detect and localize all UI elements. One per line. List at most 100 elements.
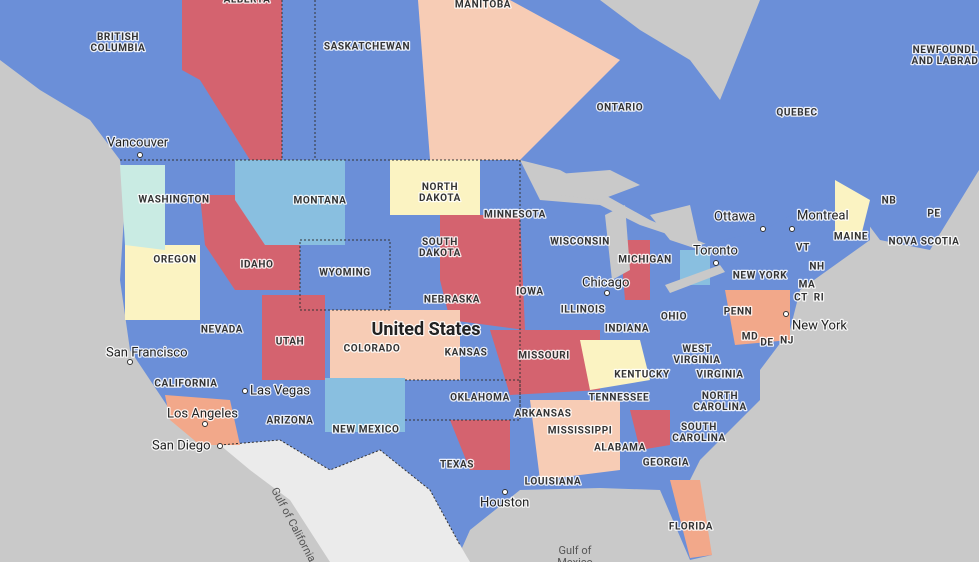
region-label: SOUTH CAROLINA: [672, 422, 726, 444]
region-label-line: SOUTH: [681, 422, 717, 433]
region-label-line: NORTH: [422, 182, 458, 193]
mexico: [220, 440, 470, 562]
city-label: San Diego: [152, 438, 211, 453]
region-label: MINNESOTA: [484, 210, 546, 221]
patch: [235, 160, 345, 245]
patch: [330, 310, 460, 380]
region-label: OHIO: [661, 312, 687, 323]
region-label-line: NORTH: [702, 391, 738, 402]
city-dot: [783, 311, 789, 317]
region-label: MICHIGAN: [618, 255, 672, 266]
region-patches: [120, 160, 870, 558]
city-label: Los Angeles: [167, 406, 238, 421]
city-label: Ottawa: [714, 209, 755, 224]
patch: [725, 290, 790, 345]
region-label: WYOMING: [319, 268, 370, 279]
city-label: New York: [792, 318, 847, 333]
region-label: DE: [760, 338, 773, 349]
patch: [165, 395, 240, 445]
water-label: Gulf ofMexico: [557, 544, 593, 562]
city-label: San Francisco: [106, 345, 188, 360]
patch: [390, 160, 480, 215]
region-label: VIRGINIA: [696, 370, 743, 381]
patch: [125, 245, 200, 320]
region-label: IOWA: [516, 287, 543, 298]
city-dot: [502, 489, 508, 495]
hudson-bay: [600, 0, 760, 100]
region-label: MONTANA: [293, 196, 346, 207]
region-label: NOVA SCOTIA: [888, 237, 959, 248]
region-label: COLORADO: [344, 344, 401, 355]
region-label: FLORIDA: [669, 522, 713, 533]
city-label: Montreal: [797, 208, 849, 223]
region-label: OKLAHOMA: [450, 393, 510, 404]
city-dot: [137, 152, 143, 158]
patch: [580, 340, 650, 390]
region-label: RI: [814, 293, 825, 304]
region-label: NEW YORK: [733, 271, 787, 282]
region-label: ARKANSAS: [514, 409, 571, 420]
region-label: ILLINOIS: [561, 305, 606, 316]
country-label: United States: [371, 319, 480, 340]
region-label: SOUTH DAKOTA: [419, 237, 461, 259]
region-label-line: NEWFOUNDL: [913, 45, 978, 56]
patch: [630, 410, 670, 450]
patch: [120, 165, 165, 250]
region-label: ALBERTA: [224, 0, 271, 6]
city-dot: [713, 260, 719, 266]
region-label: SASKATCHEWAN: [324, 42, 410, 53]
patch: [450, 420, 510, 470]
region-label: TEXAS: [440, 460, 474, 471]
region-label: CALIFORNIA: [154, 379, 217, 390]
city-label: Chicago: [582, 275, 629, 290]
region-label: NEW MEXICO: [332, 425, 399, 436]
region-label: WEST VIRGINIA: [673, 344, 720, 366]
region-label: IDAHO: [241, 260, 274, 271]
water-label-line: Gulf of: [559, 544, 592, 557]
region-label: UTAH: [276, 337, 304, 348]
region-label: MA: [799, 280, 816, 291]
labels: ALBERTA MANITOBA BRITISH COLUMBIA SASKATCHEW…: [89, 0, 979, 562]
region-label: NORTH CAROLINA: [693, 391, 747, 413]
city-dot: [760, 226, 766, 232]
region-label: ALABAMA: [594, 443, 646, 454]
region-label: KENTUCKY: [614, 370, 670, 381]
region-label: NEVADA: [201, 325, 243, 336]
region-label: WASHINGTON: [138, 195, 209, 206]
region-label: ARIZONA: [267, 416, 314, 427]
region-label-line: SOUTH: [422, 237, 458, 248]
region-label: MISSISSIPPI: [548, 426, 613, 437]
region-label: NH: [809, 262, 824, 273]
patch: [325, 378, 405, 432]
region-label: MD: [742, 332, 758, 343]
region-label: ONTARIO: [597, 103, 644, 114]
city-dot: [789, 226, 795, 232]
lake: [605, 205, 630, 280]
city-dot: [242, 388, 248, 394]
patch: [835, 180, 870, 240]
border: [299, 239, 391, 311]
city-dot: [127, 359, 133, 365]
region-label: INDIANA: [605, 324, 649, 335]
region-label: CT: [794, 293, 808, 304]
region-label: TENNESSEE: [589, 393, 650, 404]
region-label: QUEBEC: [776, 108, 817, 119]
patch: [530, 400, 620, 480]
city-dot: [604, 290, 610, 296]
city-label: Toronto: [693, 243, 738, 258]
region-label: MISSOURI: [518, 351, 570, 362]
region-label: KANSAS: [445, 348, 488, 359]
border: [405, 379, 521, 421]
alberta: [182, 0, 282, 160]
city-dot: [217, 443, 223, 449]
region-label-line: VIRGINIA: [673, 355, 720, 366]
region-label: NORTH DAKOTA: [419, 182, 461, 204]
region-label: VT: [796, 243, 810, 254]
region-label: NEWFOUNDL AND LABRAD: [912, 45, 979, 67]
manitoba: [418, 0, 620, 160]
region-label: PE: [927, 209, 940, 220]
region-label: MAINE: [834, 232, 868, 243]
region-label: LOUISIANA: [525, 477, 582, 488]
region-label: BRITISH COLUMBIA: [91, 32, 146, 54]
patch: [490, 330, 600, 395]
